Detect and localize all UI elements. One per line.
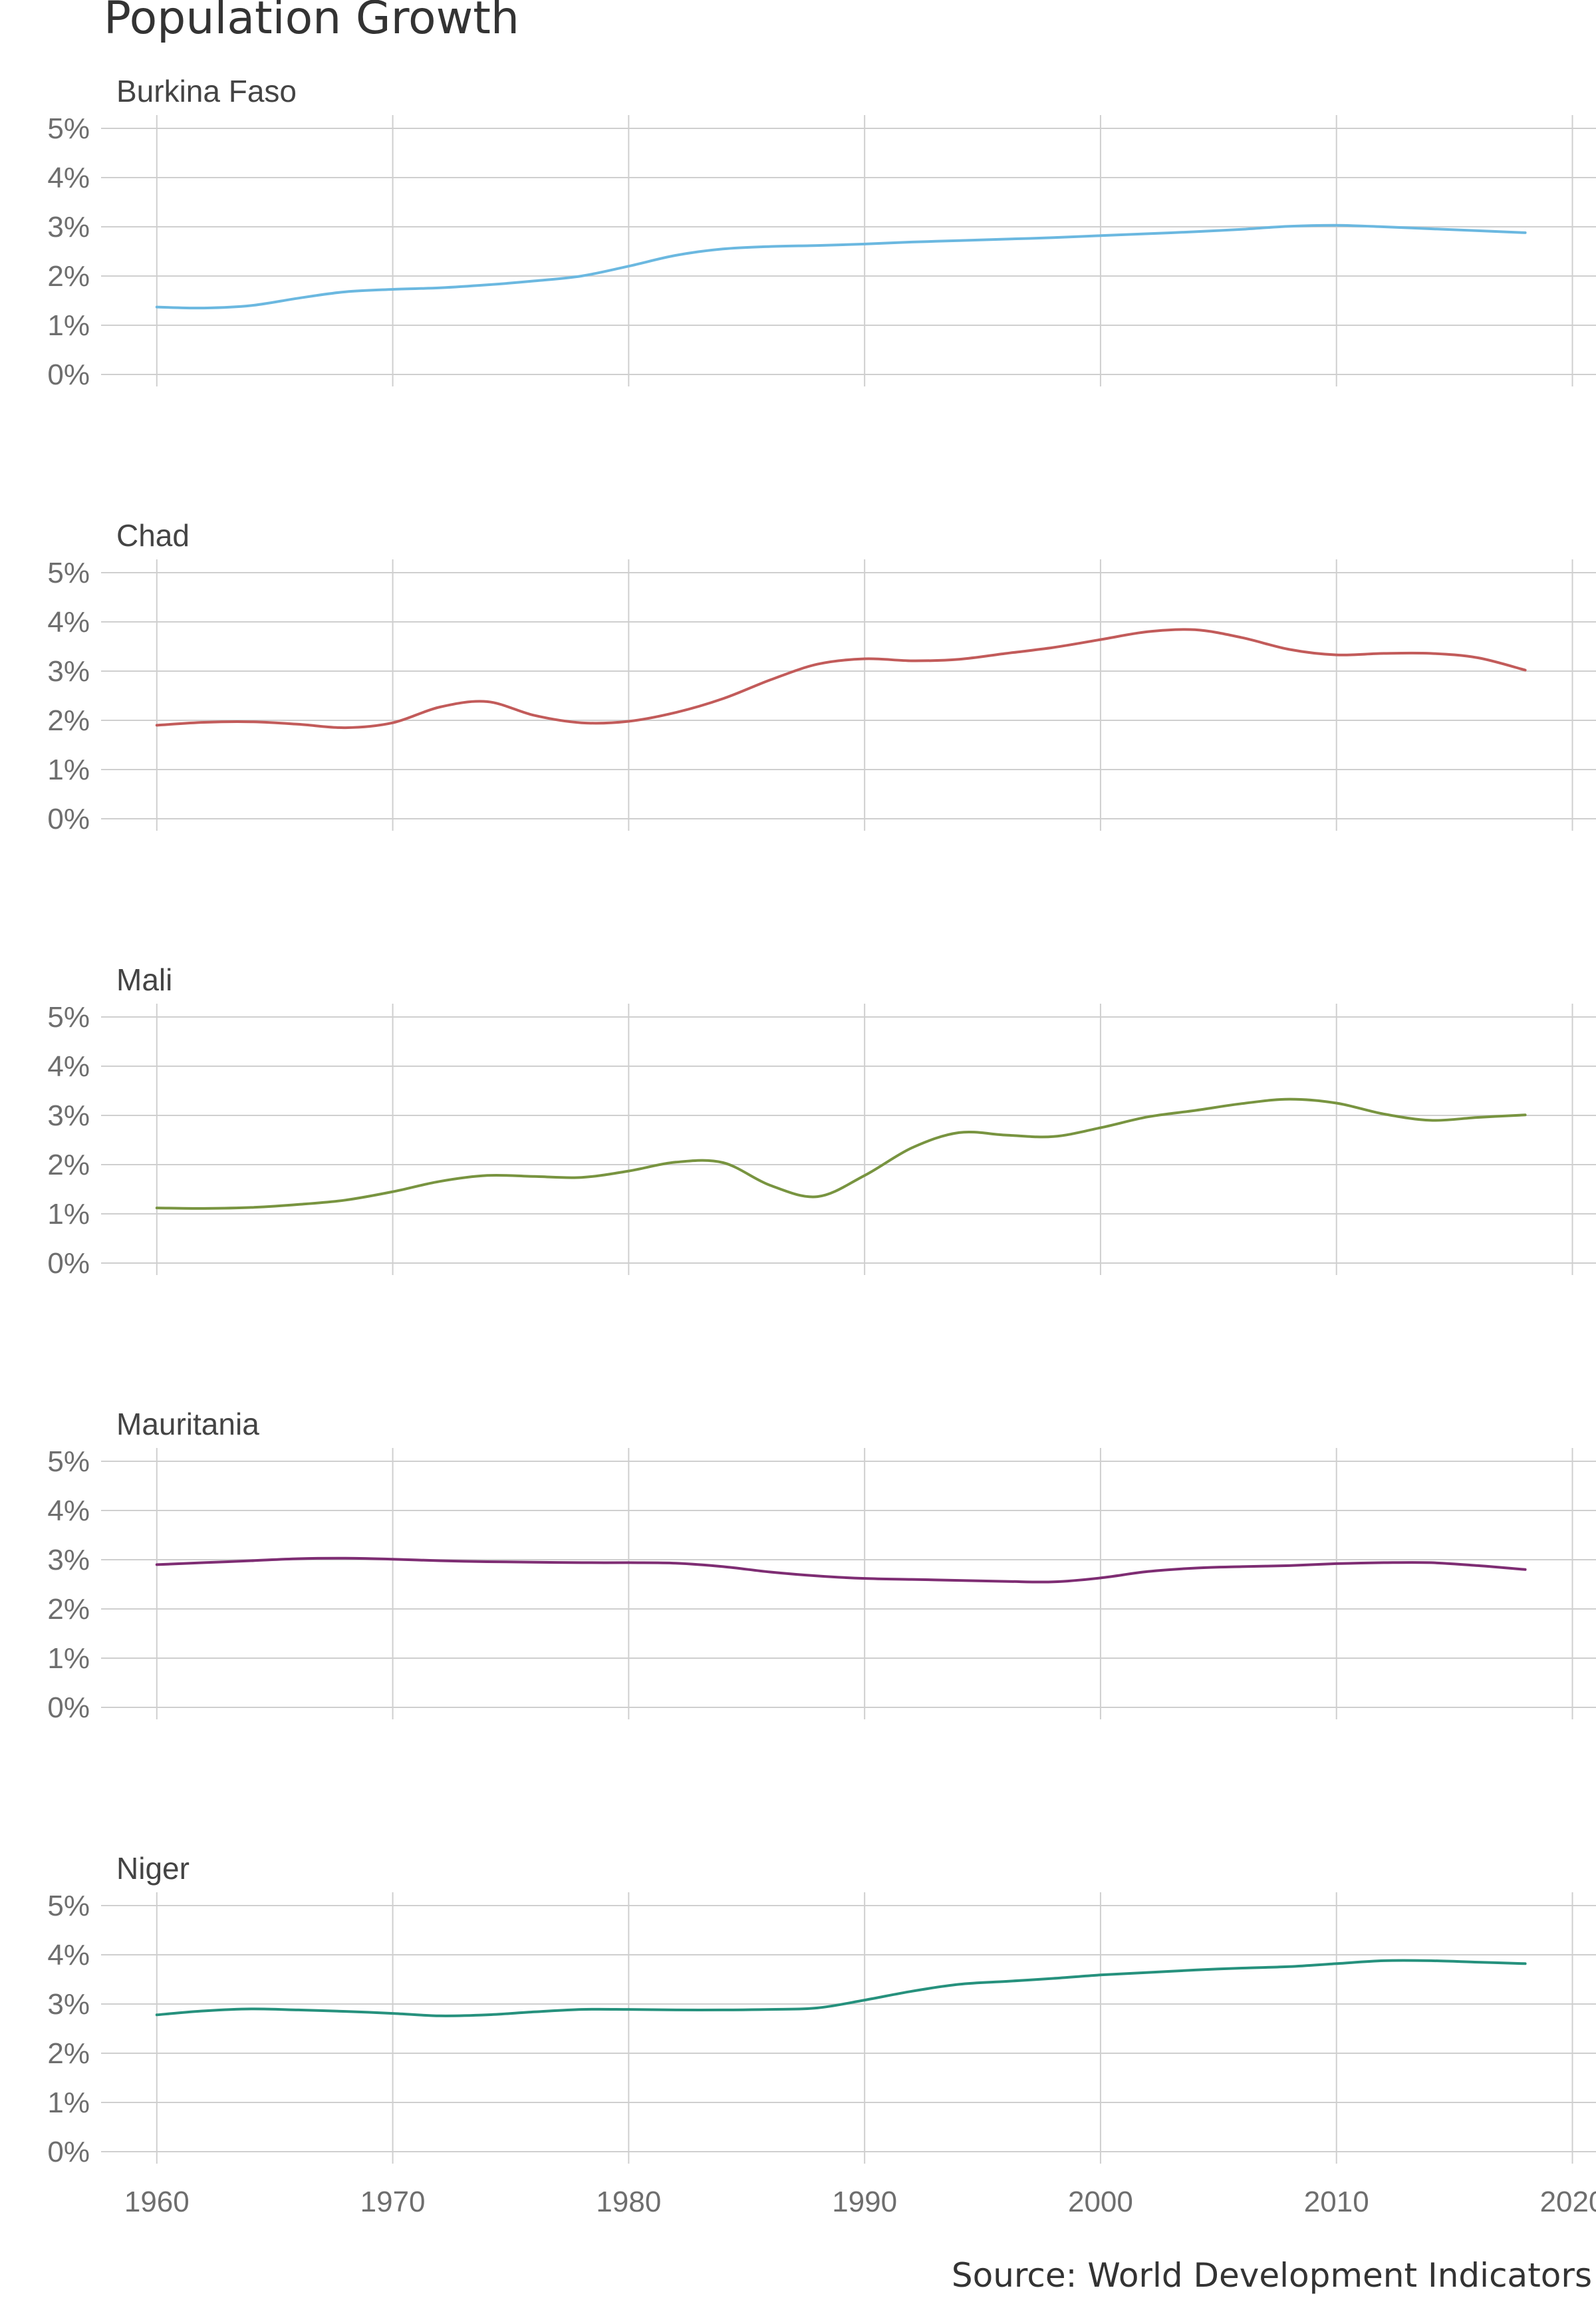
x-tick-label: 1980	[596, 2186, 661, 2218]
y-tick-label: 0%	[47, 359, 90, 391]
panel-chad: 0% 1% 2% 3% 4% 5% Chad	[47, 518, 1596, 835]
series-line	[155, 628, 1527, 730]
y-tick-label: 2%	[47, 260, 90, 293]
y-tick-label: 0%	[47, 803, 90, 835]
x-tick-label: 2020	[1540, 2186, 1596, 2218]
y-tick-label: 4%	[47, 1050, 90, 1083]
series-line	[155, 1556, 1527, 1584]
source-caption: Source: World Development Indicators	[952, 2256, 1592, 2295]
y-tick-label: 1%	[47, 1198, 90, 1230]
panel-title: Chad	[116, 518, 190, 553]
y-tick-label: 1%	[47, 309, 90, 342]
x-tick-label: 1960	[124, 2186, 190, 2218]
y-tick-label: 2%	[47, 704, 90, 737]
y-tick-label: 5%	[47, 1001, 90, 1034]
y-tick-label: 5%	[47, 1445, 90, 1478]
y-tick-label: 3%	[47, 1099, 90, 1132]
y-tick-label: 5%	[47, 1890, 90, 1922]
panel-niger: 0% 1% 2% 3% 4% 5% Niger	[47, 1851, 1596, 2168]
x-tick-label: 1970	[360, 2186, 426, 2218]
y-tick-label: 0%	[47, 2136, 90, 2168]
y-tick-label: 1%	[47, 754, 90, 786]
x-tick-label: 1990	[832, 2186, 897, 2218]
y-tick-label: 5%	[47, 557, 90, 589]
series-line	[155, 1959, 1527, 2017]
series-line	[155, 1097, 1527, 1210]
y-tick-label: 4%	[47, 162, 90, 194]
y-tick-label: 1%	[47, 2086, 90, 2119]
panel-title: Mali	[116, 962, 172, 997]
y-tick-label: 2%	[47, 1149, 90, 1181]
y-tick-label: 0%	[47, 1247, 90, 1280]
y-tick-label: 1%	[47, 1642, 90, 1675]
y-tick-label: 4%	[47, 1939, 90, 1971]
y-tick-label: 5%	[47, 112, 90, 145]
x-axis: 1960 1970 1980 1990 2000 2010 2020	[124, 2186, 1596, 2218]
chart-title: Population Growth	[104, 0, 519, 45]
y-tick-label: 3%	[47, 655, 90, 688]
y-tick-label: 2%	[47, 2037, 90, 2070]
panel-title: Mauritania	[116, 1407, 259, 1441]
y-tick-label: 4%	[47, 1495, 90, 1527]
y-tick-label: 2%	[47, 1593, 90, 1626]
panel-burkina-faso: 0% 1% 2% 3% 4% 5% Burkina Faso	[47, 74, 1596, 391]
y-tick-label: 3%	[47, 1988, 90, 2021]
panels: 0% 1% 2% 3% 4% 5% Burkina Faso 0% 1% 2% 3% 4% 5% Chad…	[47, 74, 1596, 2168]
panel-title: Niger	[116, 1851, 190, 1886]
y-tick-label: 3%	[47, 1544, 90, 1576]
panel-mali: 0% 1% 2% 3% 4% 5% Mali	[47, 962, 1596, 1280]
x-tick-label: 2010	[1304, 2186, 1369, 2218]
panel-title: Burkina Faso	[116, 74, 297, 108]
y-tick-label: 0%	[47, 1691, 90, 1724]
panel-mauritania: 0% 1% 2% 3% 4% 5% Mauritania	[47, 1407, 1596, 1724]
x-tick-label: 2000	[1068, 2186, 1133, 2218]
y-tick-label: 4%	[47, 606, 90, 639]
y-tick-label: 3%	[47, 211, 90, 243]
series-line	[155, 223, 1527, 310]
